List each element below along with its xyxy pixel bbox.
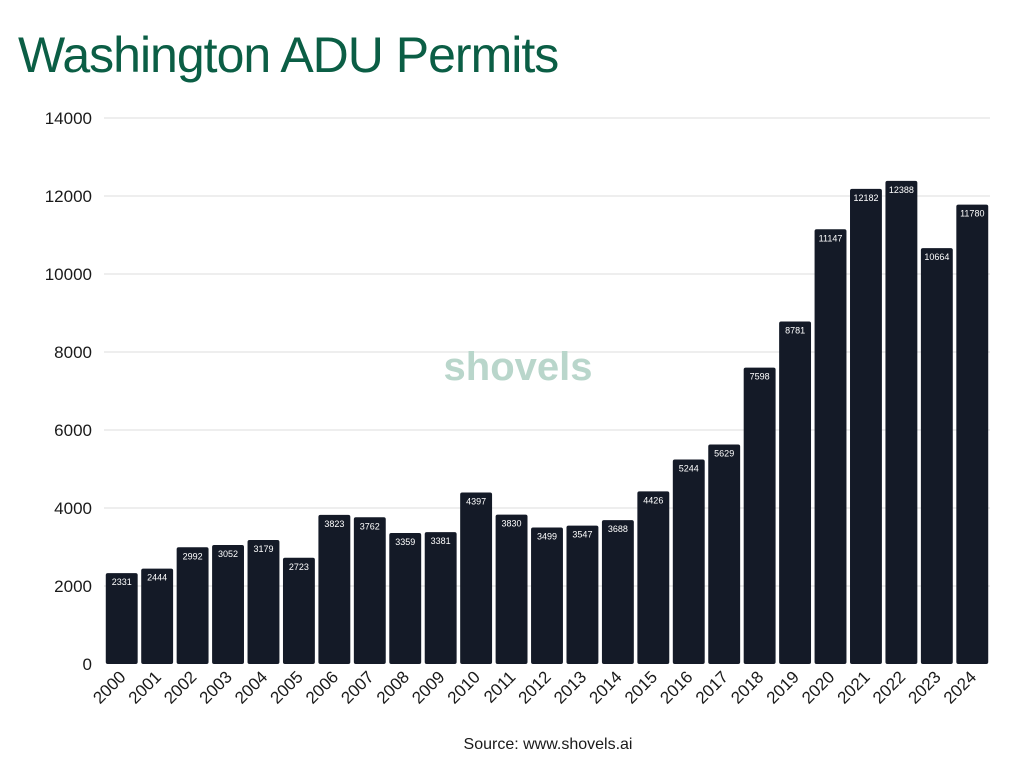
x-tick-label: 2012 xyxy=(515,667,555,707)
data-label: 3381 xyxy=(431,536,451,546)
bars xyxy=(105,180,989,665)
bar xyxy=(920,248,953,664)
bar xyxy=(956,204,989,664)
data-label: 3547 xyxy=(572,530,592,540)
x-tick-label: 2001 xyxy=(125,667,165,707)
data-label: 12182 xyxy=(853,193,878,203)
bar xyxy=(743,367,776,664)
bar xyxy=(779,321,812,664)
data-label: 11147 xyxy=(819,233,843,243)
data-label: 2331 xyxy=(112,577,132,587)
x-tick-label: 2004 xyxy=(231,667,271,707)
data-label: 5629 xyxy=(714,448,734,458)
data-label: 3359 xyxy=(395,537,415,547)
x-tick-label: 2020 xyxy=(798,667,838,707)
bar xyxy=(282,557,315,664)
bar xyxy=(885,180,918,665)
x-tick-label: 2010 xyxy=(444,667,484,707)
x-tick-label: 2009 xyxy=(408,667,448,707)
y-tick-label: 8000 xyxy=(54,343,92,362)
bar xyxy=(601,520,634,664)
x-axis-ticks: 2000200120022003200420052006200720082009… xyxy=(89,667,980,707)
bar xyxy=(637,491,670,664)
bar xyxy=(708,444,741,664)
y-tick-label: 14000 xyxy=(45,109,92,128)
data-label: 5244 xyxy=(679,463,699,473)
x-tick-label: 2017 xyxy=(692,667,732,707)
x-tick-label: 2015 xyxy=(621,667,661,707)
bar xyxy=(424,532,457,664)
y-tick-label: 0 xyxy=(83,655,92,674)
y-tick-label: 6000 xyxy=(54,421,92,440)
data-labels: 2331 2444 2992 3052 3179 2723 3823 3762 3359 3381… xyxy=(112,185,985,587)
x-tick-label: 2021 xyxy=(834,667,874,707)
data-label: 3762 xyxy=(360,521,380,531)
bar xyxy=(318,514,351,664)
x-tick-label: 2013 xyxy=(550,667,590,707)
x-tick-label: 2019 xyxy=(763,667,803,707)
data-label: 3823 xyxy=(324,519,344,529)
bar xyxy=(850,188,882,665)
x-tick-label: 2000 xyxy=(89,667,129,707)
y-tick-label: 10000 xyxy=(45,265,92,284)
bar xyxy=(495,514,528,664)
y-axis-ticks: 0 2000 4000 6000 8000 10000 12000 14000 xyxy=(45,109,92,674)
x-tick-label: 2002 xyxy=(160,667,200,707)
watermark-logo: shovels xyxy=(444,345,593,389)
data-label: 3179 xyxy=(253,544,273,554)
bar xyxy=(212,544,244,664)
data-label: 2992 xyxy=(183,551,203,561)
bar xyxy=(672,459,705,664)
x-tick-label: 2022 xyxy=(869,667,909,707)
data-label: 7598 xyxy=(750,372,770,382)
x-tick-label: 2008 xyxy=(373,667,413,707)
x-tick-label: 2005 xyxy=(267,667,307,707)
bar xyxy=(176,547,209,664)
x-tick-label: 2014 xyxy=(586,667,626,707)
data-label: 3499 xyxy=(537,532,557,542)
bar xyxy=(247,540,280,664)
source-note: Source: www.shovels.ai xyxy=(463,736,633,753)
data-label: 3830 xyxy=(502,519,522,529)
data-label: 2723 xyxy=(289,562,309,572)
x-tick-label: 2023 xyxy=(904,667,944,707)
y-tick-label: 2000 xyxy=(54,577,92,596)
x-tick-label: 2024 xyxy=(940,667,980,707)
x-tick-label: 2003 xyxy=(196,667,236,707)
x-tick-label: 2006 xyxy=(302,667,342,707)
bar xyxy=(566,525,599,664)
data-label: 11780 xyxy=(960,209,984,219)
chart-title: Washington ADU Permits xyxy=(18,27,559,83)
data-label: 10664 xyxy=(924,252,949,262)
bar xyxy=(353,517,386,664)
data-label: 12388 xyxy=(889,185,914,195)
bar xyxy=(389,532,422,664)
data-label: 4426 xyxy=(643,495,663,505)
bar xyxy=(531,527,563,664)
bar xyxy=(460,492,493,664)
x-tick-label: 2011 xyxy=(480,667,519,706)
data-label: 3052 xyxy=(218,549,238,559)
x-tick-label: 2016 xyxy=(656,667,696,707)
data-label: 8781 xyxy=(785,326,805,336)
y-tick-label: 4000 xyxy=(54,499,92,518)
x-tick-label: 2007 xyxy=(337,667,377,707)
x-tick-label: 2018 xyxy=(727,667,767,707)
bar xyxy=(141,568,174,664)
y-tick-label: 12000 xyxy=(45,187,92,206)
bar xyxy=(814,229,847,664)
data-label: 2444 xyxy=(147,573,167,583)
data-label: 4397 xyxy=(466,497,486,507)
data-label: 3688 xyxy=(608,524,628,534)
bar xyxy=(105,573,138,664)
